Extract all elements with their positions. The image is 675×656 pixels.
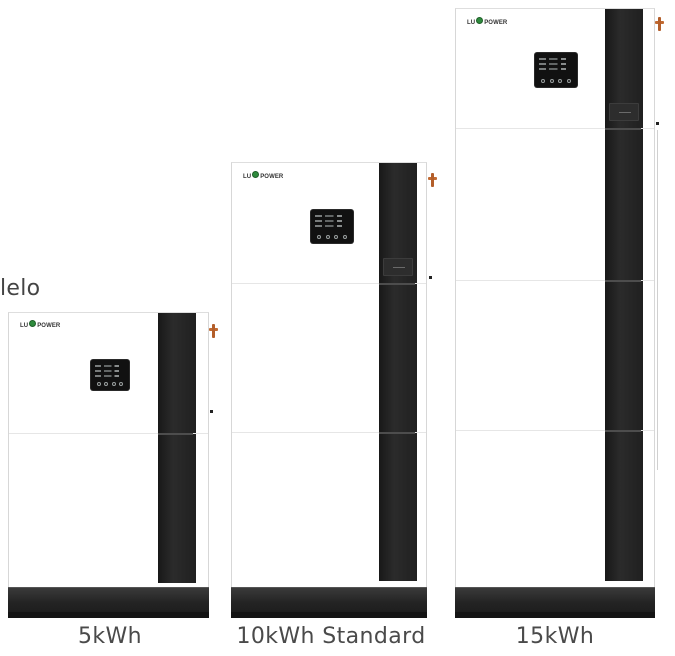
stripe-seam <box>605 128 641 130</box>
module-seam <box>232 432 426 433</box>
partial-edge-label: lelo <box>0 276 41 301</box>
stripe-seam <box>379 432 415 434</box>
cabinet-base <box>231 587 427 618</box>
stripe-seam <box>605 280 641 282</box>
brand-logo: LU POWER <box>20 320 60 329</box>
control-display <box>535 53 577 87</box>
dark-stripe-panel <box>605 9 643 581</box>
caption-10kwh-standard: 10kWh Standard <box>236 624 426 649</box>
stripe-seam <box>379 283 415 285</box>
cabinet-base <box>455 587 655 618</box>
module-seam <box>9 433 208 434</box>
brand-logo: LU POWER <box>243 171 283 180</box>
status-indicator-panel <box>609 103 639 121</box>
stripe-seam <box>158 433 193 435</box>
logo-mark-icon <box>252 171 260 178</box>
battery-unit-10kwh-standard: LU POWER <box>231 162 427 618</box>
status-indicator-panel <box>383 258 413 276</box>
control-display <box>311 210 353 243</box>
logo-mark-icon <box>476 17 484 24</box>
caption-15kwh: 15kWh <box>515 624 595 649</box>
cabinet-base <box>8 587 209 618</box>
copper-terminal-icon <box>209 324 218 338</box>
side-port <box>429 276 432 279</box>
caption-5kwh: 5kWh <box>77 624 143 649</box>
stripe-seam <box>605 430 641 432</box>
module-seam <box>456 430 654 431</box>
module-seam <box>232 283 426 284</box>
side-port <box>656 122 659 125</box>
side-port <box>210 410 213 413</box>
side-cable <box>657 130 658 470</box>
module-seam <box>456 280 654 281</box>
dark-stripe-panel <box>379 163 417 581</box>
copper-terminal-icon <box>428 173 437 187</box>
module-seam <box>456 128 654 129</box>
dark-stripe-panel <box>158 313 196 583</box>
battery-unit-15kwh: LU POWER <box>455 8 655 618</box>
control-display <box>91 360 129 390</box>
brand-logo: LU POWER <box>467 17 507 26</box>
logo-mark-icon <box>29 320 37 327</box>
battery-unit-5kwh: LU POWER <box>8 312 209 618</box>
copper-terminal-icon <box>655 17 664 31</box>
